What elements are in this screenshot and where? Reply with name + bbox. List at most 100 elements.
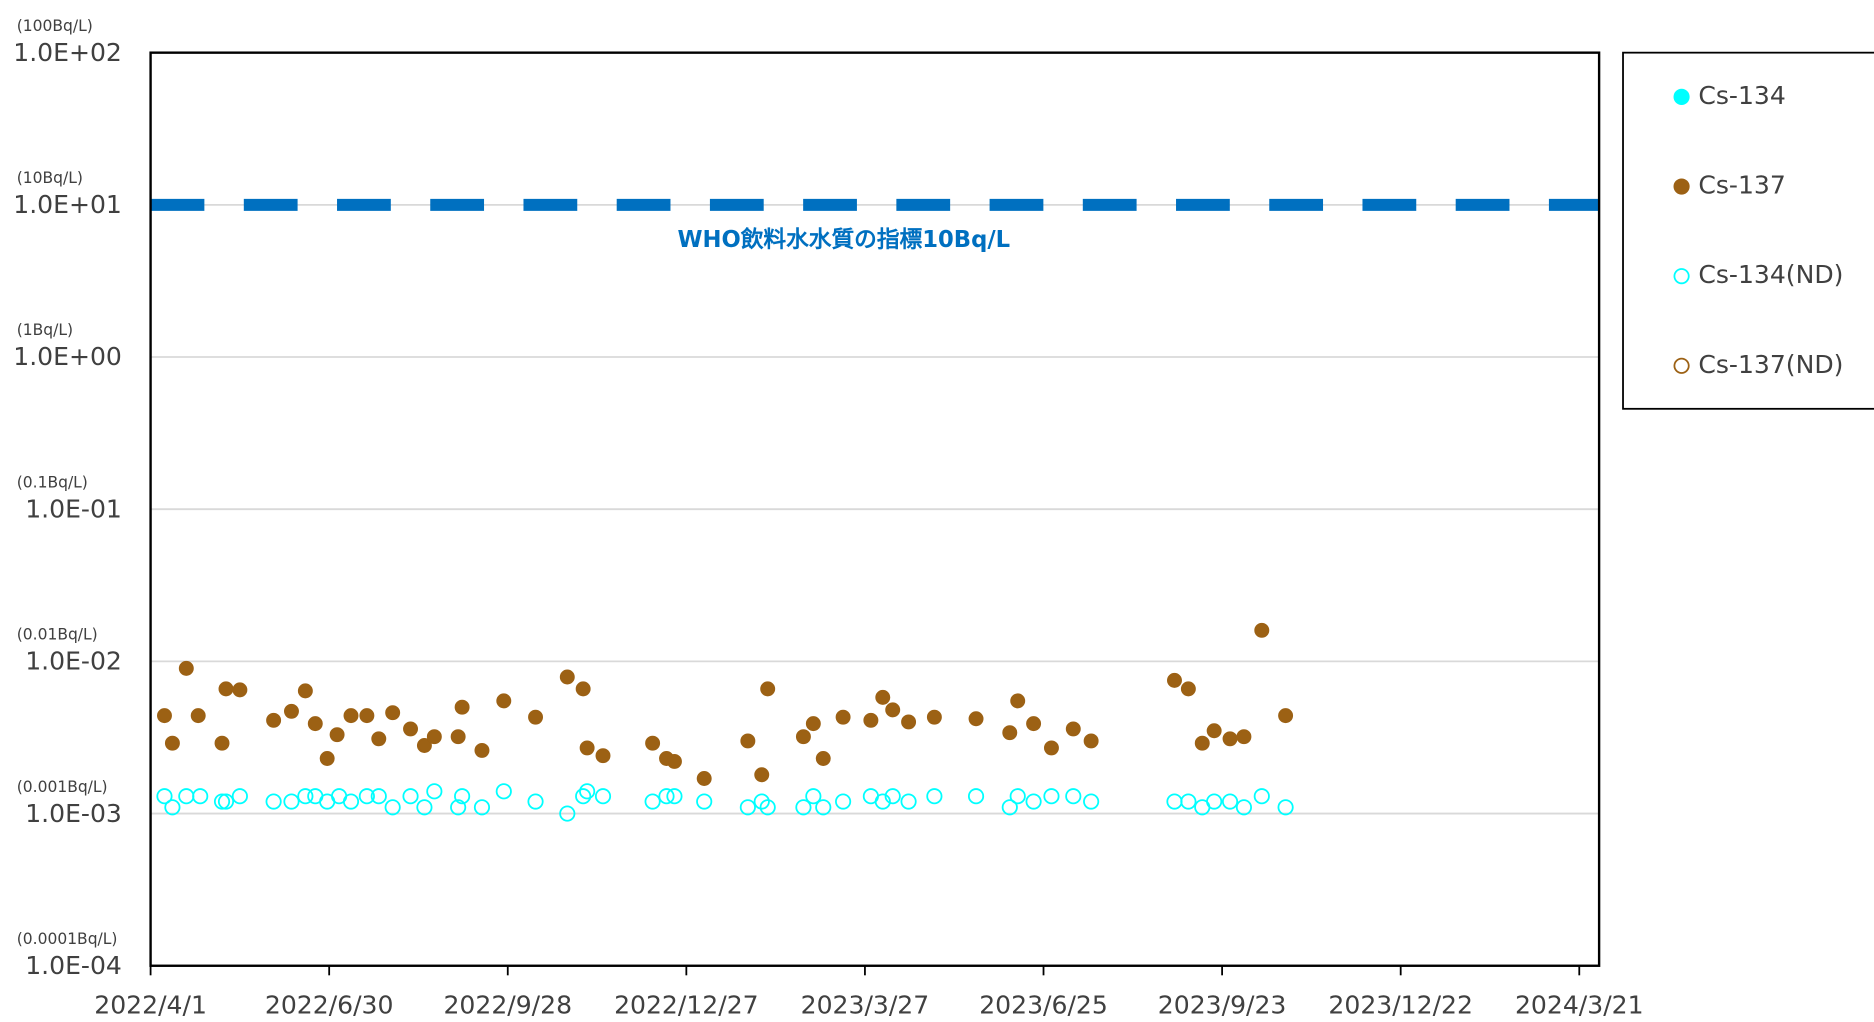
point [178, 660, 194, 676]
point [1277, 799, 1294, 816]
point [385, 705, 401, 721]
y-tick-label: 1.0E+01 [13, 190, 122, 219]
point [575, 681, 591, 697]
point [795, 729, 811, 745]
point [575, 788, 592, 805]
point [217, 793, 235, 810]
point [218, 681, 234, 697]
point [426, 729, 442, 745]
point [740, 733, 756, 749]
legend-marker [1673, 268, 1690, 285]
point [319, 751, 335, 766]
point [579, 783, 596, 800]
point [450, 799, 467, 816]
point [884, 788, 901, 805]
point [297, 788, 314, 805]
y-tick-label: 1.0E-01 [25, 494, 122, 523]
point [666, 788, 683, 805]
point [1026, 716, 1042, 732]
point [753, 793, 770, 810]
point [901, 714, 917, 730]
point [968, 711, 984, 727]
y-tick-unit: (100Bq/L) [17, 17, 93, 35]
point [450, 729, 466, 745]
point [1025, 793, 1042, 810]
point [426, 783, 443, 800]
point [559, 669, 575, 685]
y-tick-label: 1.0E-02 [25, 647, 122, 676]
legend-label: Cs-137 [1698, 171, 1786, 200]
point [900, 793, 917, 810]
point [805, 716, 821, 732]
y-tick-unit: (10Bq/L) [17, 169, 83, 187]
point [164, 799, 181, 816]
point [403, 721, 418, 737]
legend-box [1622, 51, 1874, 410]
point [1253, 788, 1270, 805]
point [696, 771, 712, 786]
x-tick-label: 2022/6/30 [265, 990, 394, 1019]
point [527, 793, 544, 810]
point [579, 740, 595, 756]
point [874, 793, 891, 810]
point [595, 748, 611, 764]
point [1043, 788, 1060, 805]
point [329, 727, 345, 743]
point [644, 793, 661, 810]
point [371, 731, 387, 747]
point [815, 751, 831, 766]
point [232, 682, 248, 698]
point [1001, 799, 1018, 816]
y-tick-label: 1.0E-03 [25, 799, 122, 828]
legend-label: Cs-134(ND) [1698, 260, 1843, 289]
point [495, 783, 512, 800]
point [1235, 799, 1252, 816]
legend-label: Cs-134 [1698, 81, 1786, 110]
point [214, 735, 230, 751]
point [297, 683, 313, 699]
plot-frame [149, 51, 1601, 967]
point [926, 788, 943, 805]
point [1180, 681, 1196, 697]
point [283, 793, 300, 810]
point [454, 699, 470, 715]
y-tick-label: 1.0E+00 [13, 342, 122, 371]
y-tick-unit: (0.001Bq/L) [17, 778, 108, 796]
point [1002, 725, 1018, 741]
point [528, 709, 544, 725]
point [454, 788, 471, 805]
point [594, 788, 612, 805]
point [1180, 793, 1197, 810]
y-tick-unit: (0.0001Bq/L) [17, 930, 118, 948]
point [926, 709, 942, 725]
legend-label: Cs-137(ND) [1698, 350, 1843, 379]
reference-label: WHO飲料水水質の指標10Bq/L [677, 226, 1010, 253]
legend-marker [1673, 357, 1690, 374]
point [1278, 708, 1294, 724]
point [815, 799, 832, 816]
x-tick-label: 2022/4/1 [94, 990, 207, 1019]
point [307, 716, 323, 732]
point [835, 709, 851, 725]
x-tick-label: 2023/12/22 [1328, 990, 1473, 1019]
point [358, 788, 375, 805]
point [967, 788, 985, 805]
point [1065, 788, 1082, 805]
point [156, 788, 173, 805]
point [645, 735, 661, 751]
point [192, 788, 209, 805]
point [342, 793, 360, 810]
y-tick-unit: (1Bq/L) [17, 321, 73, 339]
point [1083, 733, 1099, 749]
y-tick-unit: (0.01Bq/L) [17, 626, 98, 644]
x-tick-label: 2022/12/27 [614, 990, 759, 1019]
point [805, 788, 822, 805]
point [402, 788, 419, 805]
point [190, 708, 206, 724]
legend-marker [1673, 178, 1690, 195]
point [1206, 723, 1222, 739]
point [1221, 793, 1239, 810]
point [1166, 793, 1183, 810]
point [759, 799, 776, 816]
